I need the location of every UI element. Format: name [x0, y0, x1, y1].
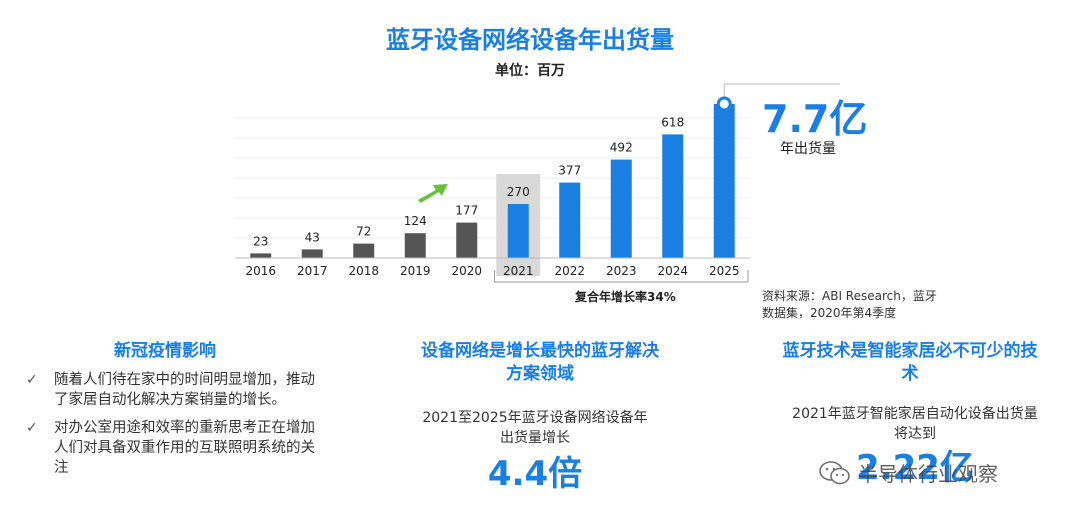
- left-column-title: 新冠疫情影响: [114, 341, 216, 361]
- bullet-text: 对办公室用途和效率的重新思考正在增加人们对具备双重作用的互联照明系统的关注: [54, 420, 315, 476]
- bar-2022: [559, 182, 581, 258]
- x-tick-label: 2022: [554, 264, 585, 278]
- x-tick-label: 2018: [348, 264, 379, 278]
- data-label: 377: [558, 164, 581, 178]
- data-label: 618: [661, 115, 684, 129]
- x-tick-label: 2021: [503, 264, 534, 278]
- callout-value: 7.7亿: [762, 97, 868, 141]
- data-label: 23: [253, 234, 268, 248]
- data-label: 492: [610, 141, 633, 155]
- watermark-text: 半导体行业观察: [858, 462, 998, 486]
- data-label: 270: [507, 185, 530, 199]
- x-tick-label: 2025: [709, 264, 740, 278]
- left-column-bullets: ✓ 随着人们待在家中的时间明显增加，推动了家居自动化解决方案销量的增长。 ✓ 对…: [26, 370, 326, 486]
- bullet-text: 随着人们待在家中的时间明显增加，推动了家居自动化解决方案销量的增长。: [54, 372, 315, 408]
- chart-subtitle: 单位：百万: [495, 63, 565, 79]
- check-icon: ✓: [26, 372, 38, 388]
- bar-2020: [456, 222, 478, 258]
- data-label: 177: [455, 204, 478, 218]
- x-tick-label: 2020: [451, 264, 482, 278]
- bar-2019: [404, 233, 426, 258]
- bar-2023: [610, 159, 632, 258]
- cagr-annotation: 复合年增长率34%: [575, 290, 676, 304]
- data-label: 43: [305, 230, 320, 244]
- x-tick-label: 2024: [657, 264, 688, 278]
- growth-arrow-icon: [417, 184, 448, 203]
- right-column-big-number: 2.22亿: [856, 448, 974, 488]
- forecast-bracket: [494, 270, 749, 283]
- x-tick-label: 2023: [606, 264, 637, 278]
- chart-title: 蓝牙设备网络设备年出货量: [386, 26, 674, 54]
- bullet-item: ✓ 随着人们待在家中的时间明显增加，推动了家居自动化解决方案销量的增长。: [26, 370, 326, 410]
- middle-column-title: 设备网络是增长最快的蓝牙解决方案领域: [421, 341, 659, 384]
- x-tick-label: 2016: [245, 264, 276, 278]
- right-column-title: 蓝牙技术是智能家居必不可少的技术: [782, 341, 1038, 384]
- x-tick-label: 2017: [297, 264, 328, 278]
- x-tick-label: 2019: [400, 264, 431, 278]
- watermark: 半导体行业观察: [818, 458, 998, 487]
- callout-label: 年出货量: [780, 141, 836, 157]
- bar-2016: [250, 253, 272, 258]
- bar-2024: [662, 134, 684, 258]
- callout-marker: [716, 96, 732, 112]
- data-label: 72: [356, 225, 371, 239]
- middle-column-description: 2021至2025年蓝牙设备网络设备年出货量增长: [422, 410, 648, 446]
- source-note: 资料来源：ABI Research，蓝牙数据集，2020年第4季度: [762, 289, 937, 320]
- bar-chart: 23 2016 43 2017 72 2018 124 2019 177 2020 270 2021 3…: [235, 83, 840, 283]
- data-label: 124: [404, 214, 427, 228]
- bar-2017: [301, 249, 323, 258]
- bar-2021: [507, 204, 529, 258]
- bullet-item: ✓ 对办公室用途和效率的重新思考正在增加人们对具备双重作用的互联照明系统的关注: [26, 418, 326, 478]
- bar-2018: [353, 243, 375, 258]
- middle-column-big-number: 4.4倍: [487, 454, 583, 494]
- right-column-description: 2021年蓝牙智能家居自动化设备出货量将达到: [792, 406, 1038, 442]
- check-icon: ✓: [26, 420, 38, 436]
- wechat-icon: [819, 460, 850, 484]
- bar-2025: [713, 104, 735, 258]
